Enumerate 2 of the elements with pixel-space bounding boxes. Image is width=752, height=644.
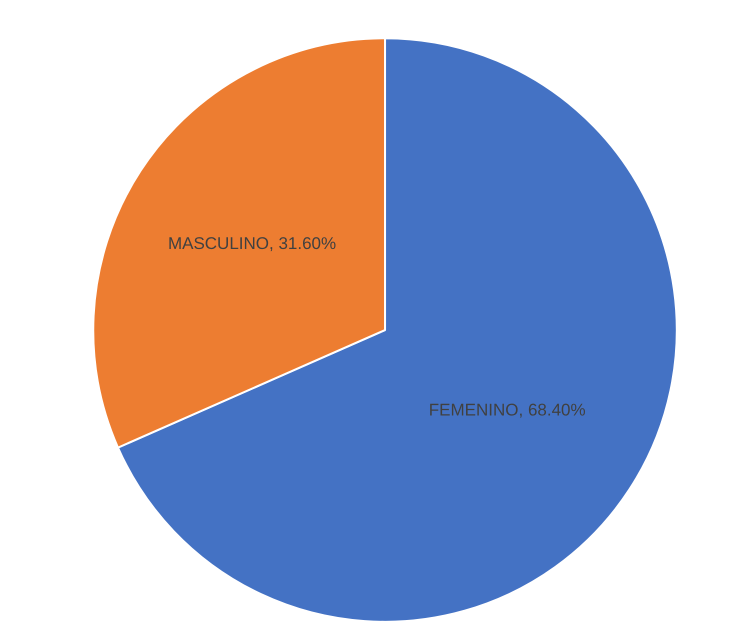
slice-label: FEMENINO, 68.40% [428,400,586,420]
slice-label: MASCULINO, 31.60% [168,234,336,253]
